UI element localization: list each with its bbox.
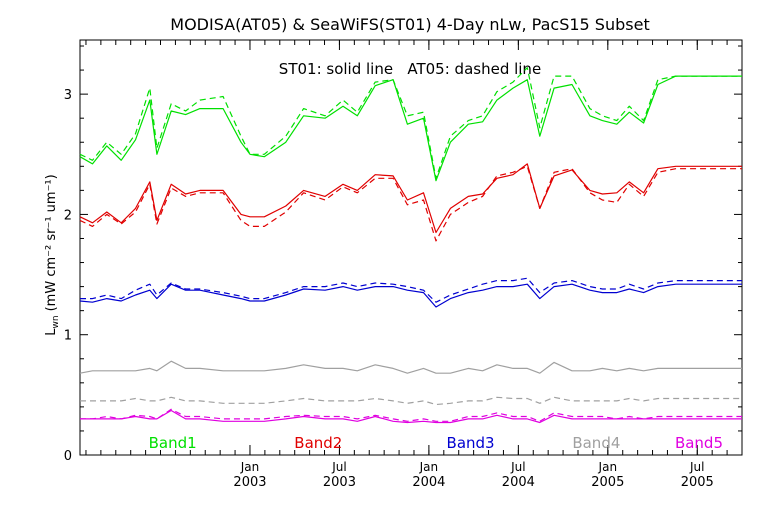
band-label-1: Band1: [149, 434, 197, 452]
y-axis-label-sub: wn: [51, 315, 61, 328]
band-label-3: Band3: [447, 434, 495, 452]
band4-st01-line: [79, 360, 742, 374]
y-tick-label-3: 3: [64, 88, 72, 103]
x-tick-year-1: 2003: [323, 475, 356, 490]
line-style-annotation: ST01: solid line AT05: dashed line: [279, 60, 541, 78]
x-tick-year-0: 2003: [233, 475, 266, 490]
band-label-4: Band4: [572, 434, 620, 452]
series-lines: [79, 67, 742, 424]
band5-at05-line: [80, 408, 742, 422]
x-tick-month-0: Jan: [240, 460, 260, 474]
band-label-2: Band2: [294, 434, 342, 452]
x-tick-year-2: 2004: [412, 475, 445, 490]
y-axis-label: Lwn (mW cm⁻² sr⁻¹ um⁻¹): [44, 174, 61, 335]
x-tick-month-1: Jul: [331, 460, 346, 474]
x-tick-year-5: 2005: [681, 475, 714, 490]
y-axis-label-main: L: [44, 328, 59, 336]
band5-st01-line: [80, 409, 742, 424]
x-tick-month-3: Jul: [510, 460, 525, 474]
x-tick-month-5: Jul: [689, 460, 704, 474]
band2-at05-line: [79, 165, 742, 242]
x-tick-year-3: 2004: [502, 475, 535, 490]
band1-at05-line: [79, 67, 742, 179]
band3-st01-line: [79, 283, 742, 308]
band2-st01-line: [79, 163, 742, 234]
band3-at05-line: [80, 277, 742, 303]
chart-title: MODISA(AT05) & SeaWiFS(ST01) 4-Day nLw, …: [170, 15, 649, 34]
band1-st01-line: [79, 75, 742, 182]
y-tick-label-2: 2: [64, 208, 72, 223]
y-axis-label-units: (mW cm⁻² sr⁻¹ um⁻¹): [44, 174, 59, 311]
plot-frame: [79, 39, 743, 456]
x-tick-month-2: Jan: [419, 460, 439, 474]
y-tick-label-1: 1: [64, 329, 72, 344]
band-labels: Band1 Band2 Band3 Band4 Band5: [149, 434, 723, 452]
band4-at05-line: [80, 396, 742, 406]
y-tick-label-0: 0: [64, 449, 72, 464]
x-tick-month-4: Jan: [598, 460, 618, 474]
svg-text:Lwn(mW cm⁻² sr⁻¹ um⁻¹): Lwn (mW cm⁻² sr⁻¹ um⁻¹): [44, 174, 61, 335]
axes: 0123Jan2003Jul2003Jan2004Jul2004Jan2005J…: [64, 40, 743, 490]
band-label-5: Band5: [675, 434, 723, 452]
x-tick-year-4: 2005: [591, 475, 624, 490]
